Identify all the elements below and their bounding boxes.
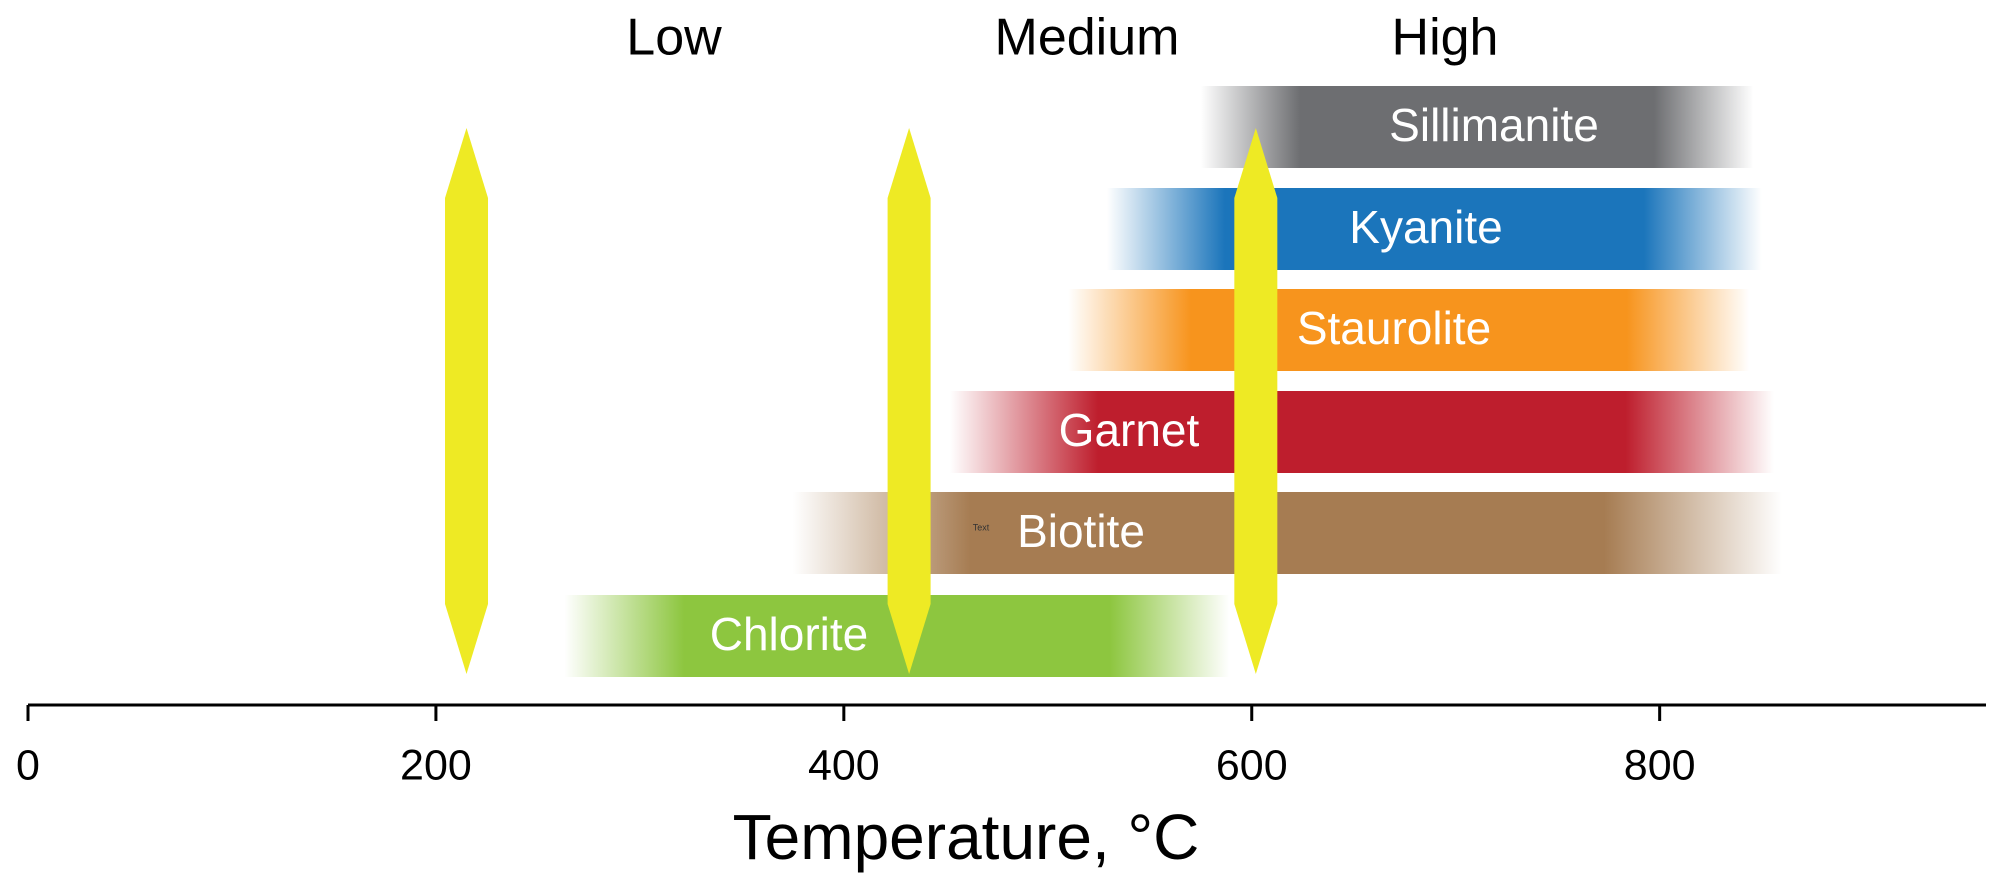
x-tick-label: 200 — [400, 741, 472, 789]
range-bar — [1200, 86, 1754, 168]
zone-label: High — [1392, 9, 1499, 67]
range-bar — [1068, 289, 1750, 371]
range-bar — [792, 492, 1783, 574]
bar-label: Sillimanite — [1389, 99, 1599, 151]
zone-label: Medium — [995, 9, 1180, 67]
zone-label: Low — [626, 9, 722, 67]
bar-label: Staurolite — [1297, 302, 1491, 354]
x-tick-label: 400 — [808, 741, 880, 789]
range-bar — [1106, 188, 1762, 270]
bar-label: Chlorite — [710, 608, 869, 660]
x-tick-label: 800 — [1624, 741, 1696, 789]
temperature-marker — [445, 128, 489, 674]
annotation: Text — [973, 522, 990, 532]
bar-label: Kyanite — [1349, 201, 1502, 253]
range-bar — [949, 391, 1774, 473]
bar-label: Biotite — [1017, 505, 1145, 557]
x-axis-label: Temperature, °C — [733, 801, 1200, 873]
temperature-marker — [887, 128, 931, 674]
temperature-marker — [1234, 128, 1278, 674]
bar-label: Garnet — [1059, 404, 1200, 456]
x-tick-label: 0 — [16, 741, 40, 789]
x-tick-label: 600 — [1216, 741, 1288, 789]
